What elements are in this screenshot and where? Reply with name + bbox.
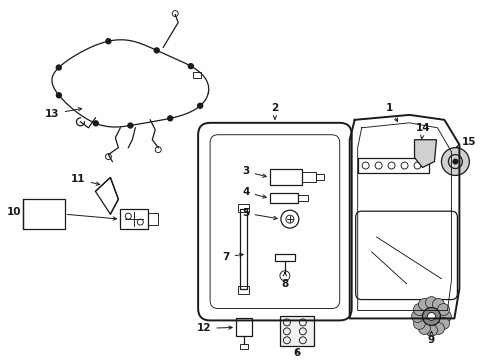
Circle shape — [441, 148, 468, 175]
Bar — [236, 319, 251, 336]
Bar — [269, 170, 301, 185]
Bar — [274, 254, 294, 261]
Circle shape — [427, 312, 435, 320]
Bar — [193, 72, 201, 78]
Bar — [22, 199, 64, 229]
Circle shape — [418, 298, 429, 310]
Text: 8: 8 — [281, 273, 288, 289]
Circle shape — [431, 298, 444, 310]
Bar — [357, 158, 428, 174]
Circle shape — [412, 318, 425, 329]
Text: 1: 1 — [385, 103, 397, 121]
Bar — [240, 344, 247, 349]
Circle shape — [167, 116, 172, 121]
Circle shape — [437, 303, 448, 315]
Text: 10: 10 — [6, 207, 21, 217]
Circle shape — [425, 297, 437, 309]
Text: 3: 3 — [242, 166, 265, 177]
Text: 15: 15 — [455, 137, 476, 148]
Circle shape — [412, 303, 425, 315]
Circle shape — [93, 121, 98, 126]
Circle shape — [422, 307, 440, 325]
Bar — [301, 172, 315, 183]
Text: 11: 11 — [71, 175, 100, 185]
Circle shape — [425, 324, 437, 336]
Circle shape — [437, 318, 448, 329]
Text: 12: 12 — [197, 323, 232, 333]
Text: 7: 7 — [222, 252, 243, 262]
Circle shape — [188, 64, 193, 69]
Circle shape — [197, 103, 202, 108]
Text: 13: 13 — [45, 108, 81, 119]
Circle shape — [106, 39, 111, 44]
Circle shape — [56, 93, 61, 98]
Polygon shape — [414, 140, 436, 167]
Bar — [315, 175, 323, 180]
Bar — [238, 204, 248, 212]
Bar — [279, 316, 313, 346]
Circle shape — [128, 123, 133, 128]
Text: 14: 14 — [415, 123, 430, 139]
Text: 9: 9 — [427, 332, 434, 345]
Bar — [148, 213, 158, 225]
Circle shape — [439, 310, 450, 323]
Circle shape — [154, 48, 159, 53]
Bar — [269, 193, 297, 203]
Bar — [238, 286, 248, 294]
Bar — [120, 209, 148, 229]
Bar — [240, 209, 246, 289]
Text: 6: 6 — [293, 348, 300, 358]
Text: 2: 2 — [271, 103, 278, 119]
Text: 4: 4 — [242, 187, 265, 198]
Bar — [297, 195, 307, 201]
Circle shape — [431, 323, 444, 334]
Circle shape — [418, 323, 429, 334]
Circle shape — [451, 158, 457, 165]
Circle shape — [56, 65, 61, 70]
Text: 5: 5 — [242, 208, 277, 220]
Circle shape — [411, 310, 423, 323]
